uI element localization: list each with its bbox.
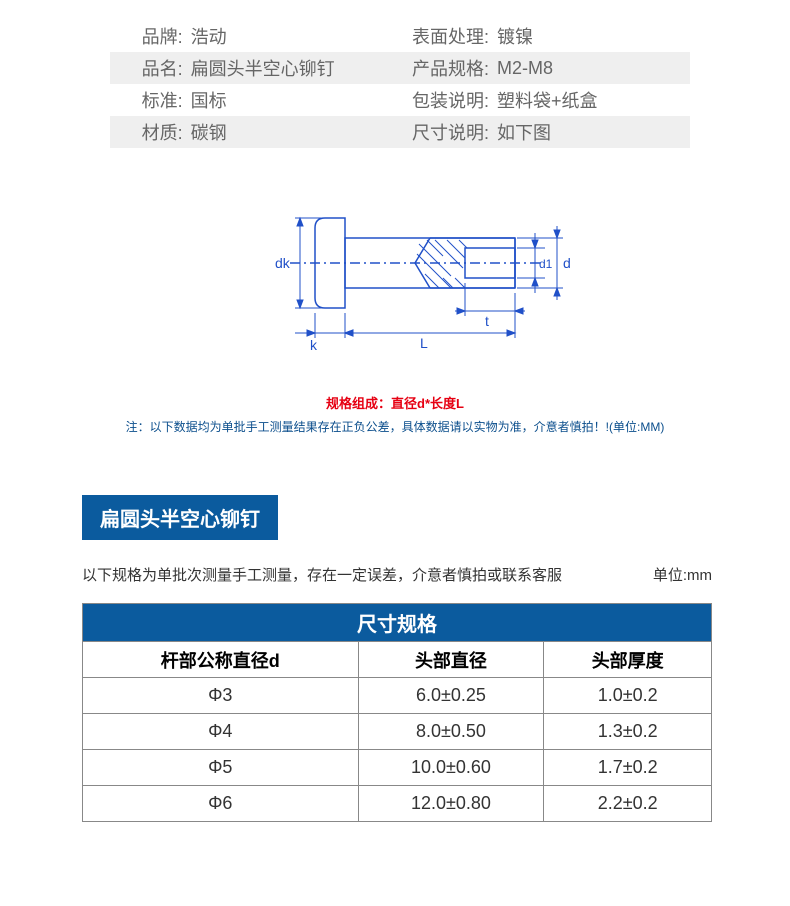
size-table-header: 头部直径 xyxy=(358,642,544,678)
table-cell: 8.0±0.50 xyxy=(358,714,544,750)
attr-label: 包装说明: xyxy=(384,84,493,116)
below-note-right: 单位:mm xyxy=(653,564,712,585)
section-title-bar: 扁圆头半空心铆钉 xyxy=(82,495,278,540)
table-cell: Φ4 xyxy=(83,714,359,750)
rivet-diagram: dk k L t d1 d xyxy=(195,188,595,358)
dim-label-d1: d1 xyxy=(539,257,553,271)
table-row: Φ5 10.0±0.60 1.7±0.2 xyxy=(83,750,712,786)
attr-label: 材质: xyxy=(110,116,187,148)
table-cell: 10.0±0.60 xyxy=(358,750,544,786)
table-cell: Φ3 xyxy=(83,678,359,714)
dim-label-dk: dk xyxy=(275,255,291,271)
table-cell: 1.7±0.2 xyxy=(544,750,712,786)
table-row: Φ6 12.0±0.80 2.2±0.2 xyxy=(83,786,712,822)
attr-value: 浩动 xyxy=(187,20,384,52)
table-row: Φ4 8.0±0.50 1.3±0.2 xyxy=(83,714,712,750)
attr-value: 碳钢 xyxy=(187,116,384,148)
size-table-title: 尺寸规格 xyxy=(83,604,712,642)
table-cell: Φ5 xyxy=(83,750,359,786)
table-cell: 1.3±0.2 xyxy=(544,714,712,750)
dim-label-d: d xyxy=(563,255,571,271)
attr-label: 尺寸说明: xyxy=(384,116,493,148)
table-cell: 6.0±0.25 xyxy=(358,678,544,714)
table-cell: 2.2±0.2 xyxy=(544,786,712,822)
attr-value: 国标 xyxy=(187,84,384,116)
size-table-header: 头部厚度 xyxy=(544,642,712,678)
dim-label-k: k xyxy=(310,337,318,353)
attr-label: 表面处理: xyxy=(384,20,493,52)
attr-value: M2-M8 xyxy=(493,52,690,84)
table-row: Φ3 6.0±0.25 1.0±0.2 xyxy=(83,678,712,714)
table-cell: Φ6 xyxy=(83,786,359,822)
below-note-left: 以下规格为单批次测量手工测量，存在一定误差，介意者慎拍或联系客服 xyxy=(82,564,562,585)
attr-label: 标准: xyxy=(110,84,187,116)
spec-compose-note: 规格组成：直径d*长度L xyxy=(0,393,790,412)
table-cell: 12.0±0.80 xyxy=(358,786,544,822)
diagram-container: dk k L t d1 d xyxy=(0,188,790,363)
size-spec-table: 尺寸规格 杆部公称直径d 头部直径 头部厚度 Φ3 6.0±0.25 1.0±0… xyxy=(82,603,712,822)
attr-label: 产品规格: xyxy=(384,52,493,84)
attr-label: 品牌: xyxy=(110,20,187,52)
table-cell: 1.0±0.2 xyxy=(544,678,712,714)
attribute-table: 品牌: 浩动 表面处理: 镀镍 品名: 扁圆头半空心铆钉 产品规格: M2-M8… xyxy=(110,20,690,148)
attr-value: 如下图 xyxy=(493,116,690,148)
dim-label-t: t xyxy=(485,313,489,329)
measure-note: 注：以下数据均为单批手工测量结果存在正负公差，具体数据请以实物为准，介意者慎拍！… xyxy=(0,418,790,435)
dim-label-L: L xyxy=(420,335,428,351)
attr-value: 塑料袋+纸盒 xyxy=(493,84,690,116)
attr-value: 扁圆头半空心铆钉 xyxy=(187,52,384,84)
attr-value: 镀镍 xyxy=(493,20,690,52)
size-table-header: 杆部公称直径d xyxy=(83,642,359,678)
attr-label: 品名: xyxy=(110,52,187,84)
